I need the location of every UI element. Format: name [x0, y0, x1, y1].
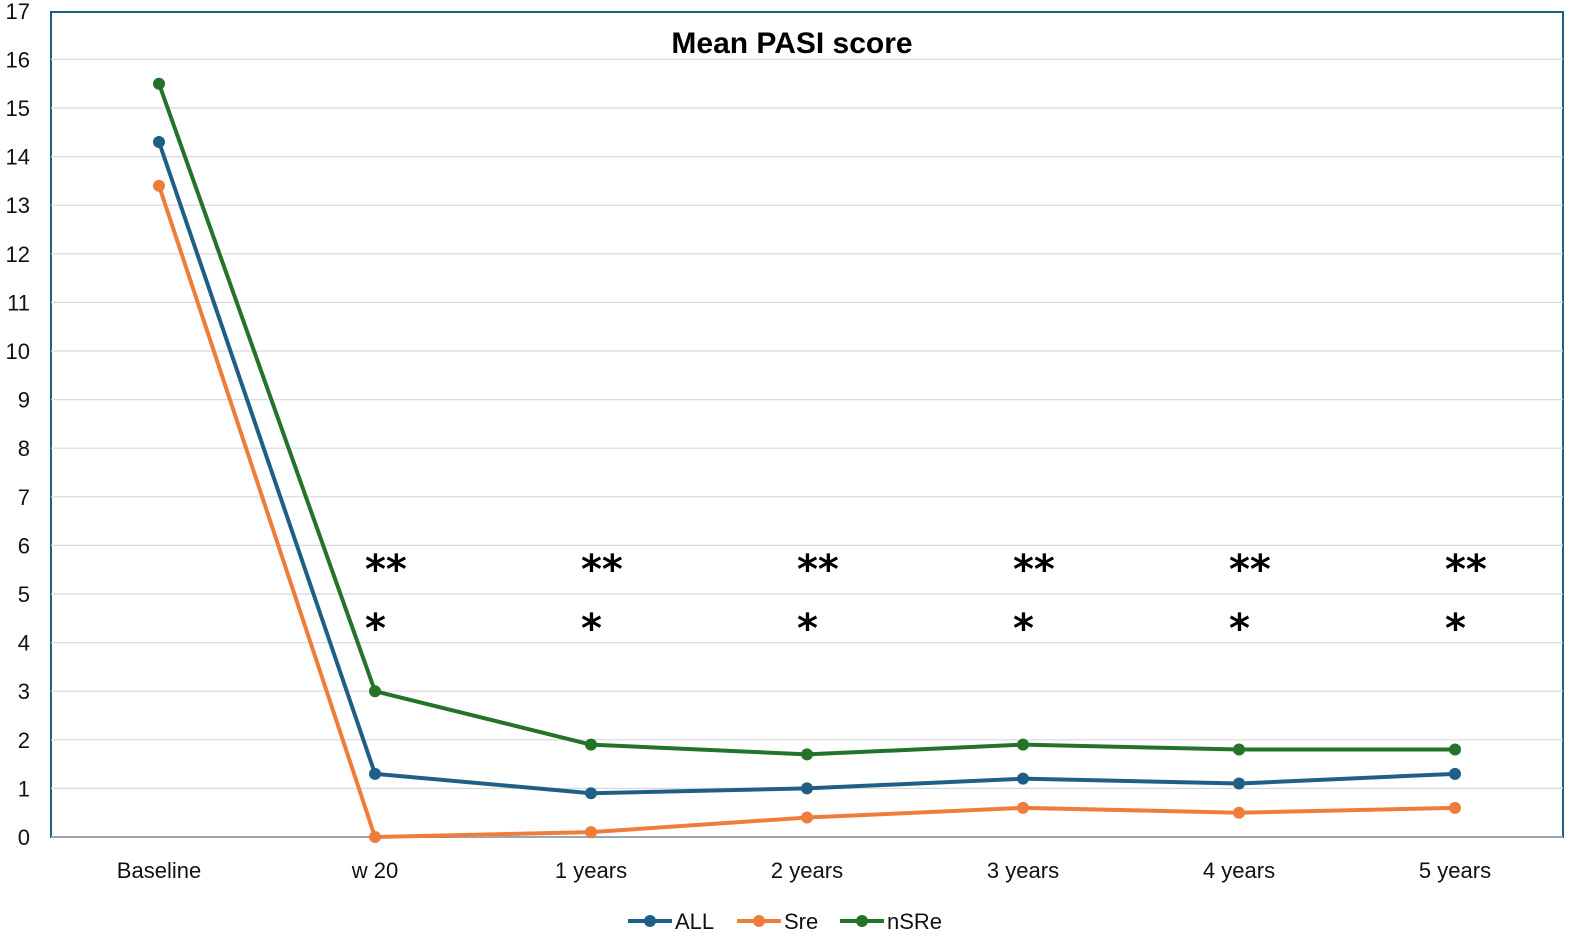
- data-point: [1017, 738, 1029, 751]
- series-sre: [153, 179, 1461, 843]
- data-point: [801, 748, 813, 761]
- y-tick-label: 7: [18, 485, 30, 510]
- legend-item-all: ALL: [628, 909, 714, 934]
- double-star-annotation: **: [365, 547, 407, 593]
- double-star-annotation: **: [1013, 547, 1055, 593]
- series-line: [157, 141, 1456, 796]
- series-line: [157, 83, 1455, 757]
- x-tick-label: 5 years: [1419, 858, 1491, 883]
- series-nsre: [153, 77, 1461, 761]
- double-star-annotation: **: [581, 547, 623, 593]
- x-tick-label: 2 years: [771, 858, 843, 883]
- data-point: [1017, 801, 1029, 814]
- single-star-annotation: *: [365, 606, 386, 652]
- single-star-annotation: *: [1229, 606, 1250, 652]
- y-tick-label: 12: [6, 242, 30, 267]
- y-tick-label: 8: [18, 436, 30, 461]
- data-point: [1233, 743, 1245, 756]
- y-tick-label: 11: [7, 290, 30, 315]
- y-tick-label: 5: [18, 582, 30, 607]
- legend-item-sre: Sre: [737, 909, 818, 934]
- data-point: [369, 767, 381, 780]
- data-point: [585, 826, 597, 839]
- y-tick-label: 4: [18, 631, 30, 656]
- double-star-annotation: **: [1229, 547, 1271, 593]
- chart-title: Mean PASI score: [671, 27, 912, 60]
- double-star-annotation: **: [797, 547, 839, 593]
- data-point: [1233, 777, 1245, 790]
- x-tick-label: w 20: [351, 858, 398, 883]
- data-point: [153, 77, 165, 90]
- y-tick-label: 1: [18, 776, 30, 801]
- legend-marker: [753, 915, 765, 927]
- legend-label: Sre: [784, 909, 818, 934]
- y-tick-label: 15: [6, 96, 30, 121]
- series-lines: [153, 77, 1461, 843]
- double-star-annotation: **: [1445, 547, 1487, 593]
- x-tick-label: 3 years: [987, 858, 1059, 883]
- data-point: [801, 811, 813, 824]
- x-tick-label: 4 years: [1203, 858, 1275, 883]
- data-point: [801, 782, 813, 795]
- y-tick-label: 9: [18, 388, 30, 413]
- y-tick-label: 10: [6, 339, 30, 364]
- legend: ALL Sre nSRe: [628, 909, 942, 934]
- plot-frame: [50, 11, 1564, 838]
- significance-annotations: ******************: [365, 547, 1487, 652]
- data-point: [1233, 806, 1245, 819]
- data-point: [369, 685, 381, 698]
- data-point: [585, 787, 597, 800]
- series-all: [153, 136, 1461, 800]
- data-point: [153, 136, 165, 149]
- single-star-annotation: *: [1013, 606, 1034, 652]
- y-tick-label: 17: [6, 0, 30, 24]
- y-tick-label: 6: [18, 533, 30, 558]
- gridlines: [51, 58, 1563, 790]
- y-tick-label: 2: [18, 728, 30, 753]
- legend-marker: [856, 915, 868, 927]
- data-point: [1449, 743, 1461, 756]
- data-point: [585, 738, 597, 751]
- data-point: [1017, 772, 1029, 785]
- data-point: [369, 831, 381, 843]
- data-point: [153, 179, 165, 192]
- y-tick-label: 16: [6, 47, 30, 72]
- y-tick-label: 3: [18, 679, 30, 704]
- data-point: [1449, 767, 1461, 780]
- legend-marker: [644, 915, 656, 927]
- y-tick-label: 13: [6, 193, 30, 218]
- x-tick-label: 1 years: [555, 858, 627, 883]
- x-axis-ticks: Baseline w 20 1 years 2 years 3 years 4 years…: [117, 858, 1491, 883]
- legend-label: nSRe: [887, 909, 942, 934]
- single-star-annotation: *: [1445, 606, 1466, 652]
- y-tick-label: 14: [6, 145, 30, 170]
- legend-item-nsre: nSRe: [840, 909, 942, 934]
- y-tick-label: 0: [18, 825, 30, 850]
- x-tick-label: Baseline: [117, 858, 201, 883]
- data-point: [1449, 801, 1461, 814]
- legend-label: ALL: [675, 909, 714, 934]
- single-star-annotation: *: [581, 606, 602, 652]
- single-star-annotation: *: [797, 606, 818, 652]
